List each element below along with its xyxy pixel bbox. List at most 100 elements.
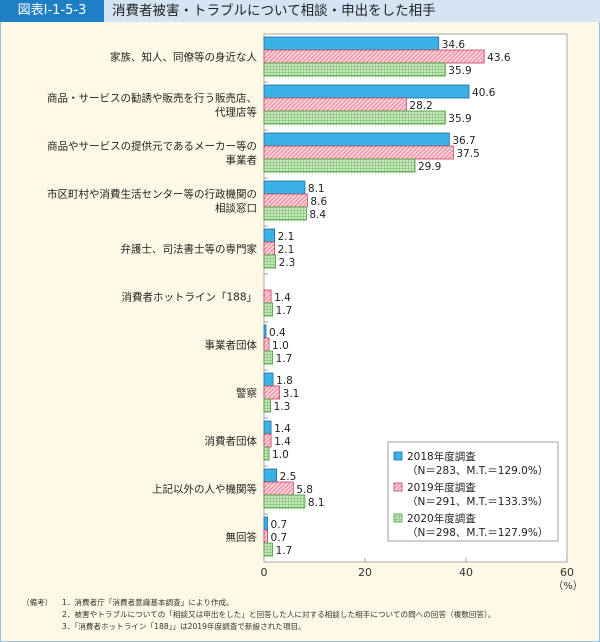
data-label: 1.7: [276, 545, 293, 557]
x-tick-label: 20: [358, 566, 372, 579]
legend: 2018年度調査 （N＝283、M.T.＝129.0%） 2019年度調査 （N＝29…: [387, 441, 559, 542]
category-label: 警察: [236, 387, 257, 400]
data-label: 1.7: [276, 353, 293, 365]
data-label: 0.7: [271, 519, 288, 531]
bar-2019年度調査: [263, 49, 485, 64]
data-label: 36.7: [452, 135, 475, 147]
bar-2019年度調査: [263, 481, 294, 496]
x-tick-label: 0: [261, 566, 268, 579]
data-label: 2.1: [278, 231, 295, 243]
figure-title: 消費者被害・トラブルについて相談・申出をした相手: [112, 3, 436, 19]
bar-2020年度調査: [263, 542, 273, 557]
category-label: 弁護士、司法書士等の専門家: [121, 243, 258, 256]
category-label: 相談窓口: [215, 202, 257, 215]
bar-2020年度調査: [263, 446, 270, 461]
data-label: 3.1: [283, 388, 300, 400]
legend-swatch: [393, 451, 403, 461]
bar-2020年度調査: [263, 254, 277, 269]
bar-2018年度調査: [263, 372, 274, 387]
category-label: 商品やサービスの提供元であるメーカー等の: [47, 140, 257, 153]
category-label: 市区町村や消費生活センター等の行政機関の: [47, 188, 257, 201]
data-label: 2.5: [280, 471, 297, 483]
legend-label: 2020年度調査: [407, 512, 476, 525]
legend-swatch: [393, 482, 403, 492]
bar-2019年度調査: [263, 385, 281, 400]
bar-2019年度調査: [263, 337, 270, 352]
legend-detail: （N＝283、M.T.＝129.0%）: [407, 465, 548, 477]
data-label: 5.8: [296, 484, 313, 496]
data-label: 8.1: [308, 497, 325, 509]
category-label: 家族、知人、同僚等の身近な人: [110, 51, 257, 64]
data-label: 35.9: [448, 65, 471, 77]
note-1: 1．消費者庁「消費者意識基本調査」により作成。: [62, 598, 234, 607]
note-2: 2．被害やトラブルについての「相談又は申出をした」と回答した人に対する相談した相…: [62, 610, 496, 619]
bar-2020年度調査: [263, 302, 273, 317]
data-label: 1.4: [274, 423, 291, 435]
data-label: 40.6: [472, 87, 496, 99]
bar-2020年度調査: [263, 110, 446, 125]
data-label: 1.7: [276, 305, 293, 317]
bar-2018年度調査: [263, 132, 450, 147]
data-label: 1.0: [272, 449, 289, 461]
data-label: 34.6: [442, 39, 466, 51]
category-label: 消費者ホットライン「188」: [121, 291, 257, 304]
data-label: 0.4: [269, 327, 286, 339]
legend-detail: （N＝298、M.T.＝127.9%）: [407, 527, 548, 539]
note-3: 3．「消費者ホットライン「188」」は2019年度調査で新設された項目。: [62, 622, 306, 631]
bar-2019年度調査: [263, 193, 308, 208]
data-label: 8.4: [309, 209, 326, 221]
bar-2020年度調査: [263, 62, 446, 77]
category-label: 代理店等: [215, 106, 257, 119]
category-label: 商品・サービスの勧誘や販売を行う販売店、: [47, 92, 257, 105]
bar-2020年度調査: [263, 350, 273, 365]
bar-2018年度調査: [263, 228, 276, 243]
legend-swatch: [393, 513, 403, 523]
data-label: 8.6: [310, 196, 327, 208]
category-label: 上記以外の人や機関等: [152, 483, 257, 496]
data-label: 28.2: [409, 100, 432, 112]
notes: （備考） 1．消費者庁「消費者意識基本調査」により作成。 2．被害やトラブルについ…: [22, 597, 495, 633]
category-label: 無回答: [226, 531, 258, 544]
bar-2020年度調査: [263, 398, 271, 413]
data-label: 8.1: [308, 183, 325, 195]
bar-2019年度調査: [263, 145, 454, 160]
data-label: 1.3: [274, 401, 291, 413]
category-label: 消費者団体: [205, 435, 258, 448]
data-label: 2.3: [279, 257, 296, 269]
bar-2019年度調査: [263, 97, 407, 112]
bar-2018年度調査: [263, 84, 470, 99]
bar-2020年度調査: [263, 494, 306, 509]
x-unit-label: （%）: [553, 580, 583, 592]
bar-2018年度調査: [263, 516, 268, 531]
bar-2019年度調査: [263, 241, 276, 256]
data-label: 35.9: [448, 113, 471, 125]
bar-2018年度調査: [263, 180, 306, 195]
data-label: 1.0: [272, 340, 289, 352]
data-label: 37.5: [456, 148, 479, 160]
title-bar: 図表Ⅰ-1-5-3 消費者被害・トラブルについて相談・申出をした相手: [0, 0, 600, 22]
category-label: 事業者団体: [205, 339, 258, 352]
legend-label: 2019年度調査: [407, 481, 476, 494]
legend-box: [387, 441, 559, 542]
x-tick-label: 60: [560, 566, 574, 579]
category-label: 事業者: [226, 154, 258, 167]
legend-label: 2018年度調査: [407, 450, 476, 463]
bar-2019年度調査: [263, 289, 272, 304]
figure-number: 図表Ⅰ-1-5-3: [0, 0, 104, 22]
notes-heading: （備考）: [22, 598, 53, 607]
bar-2019年度調査: [263, 529, 268, 544]
data-label: 2.1: [278, 244, 295, 256]
bar-2020年度調査: [263, 206, 307, 221]
bar-2018年度調査: [263, 324, 267, 339]
data-label: 0.7: [271, 532, 288, 544]
data-label: 1.4: [274, 292, 291, 304]
bar-2018年度調査: [263, 36, 440, 51]
data-label: 1.4: [274, 436, 291, 448]
bar-2020年度調査: [263, 158, 416, 173]
x-tick-label: 40: [459, 566, 473, 579]
data-label: 43.6: [487, 52, 511, 64]
bar-2018年度調査: [263, 420, 272, 435]
legend-detail: （N＝291、M.T.＝133.3%）: [407, 496, 548, 508]
data-label: 1.8: [276, 375, 293, 387]
